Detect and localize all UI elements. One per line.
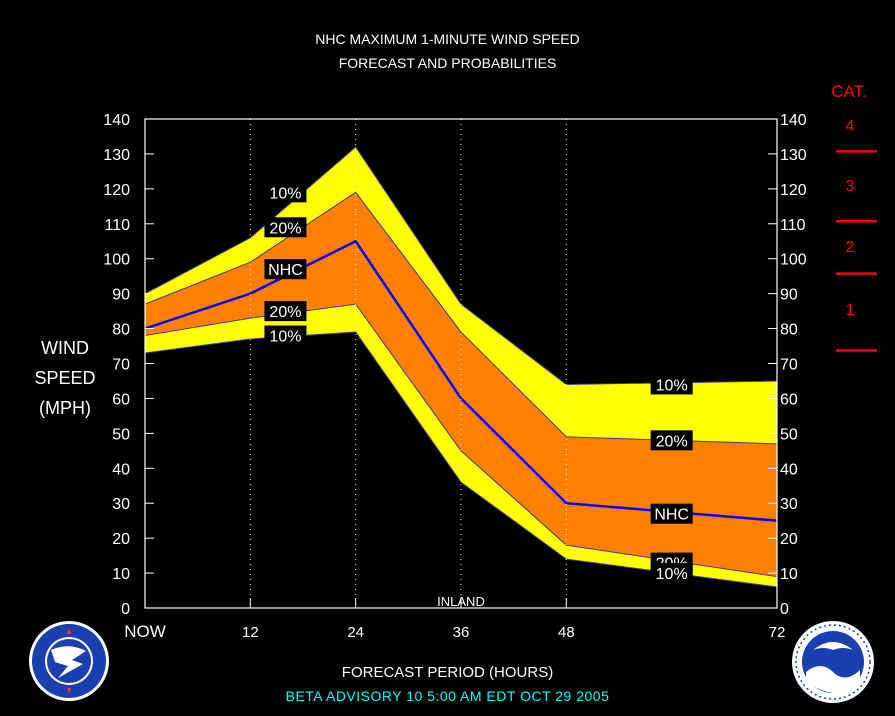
y-tick-label-left-130: 130 [103, 147, 130, 164]
chart-title-line2: FORECAST AND PROBABILITIES [338, 55, 557, 71]
category-label-2: 2 [845, 239, 855, 256]
band-label-1: 10% [269, 185, 301, 202]
y-tick-label-right-0: 0 [780, 601, 789, 618]
y-tick-label-right-10: 10 [780, 566, 798, 583]
band-label-2: 20% [269, 220, 301, 237]
y-tick-label-left-0: 0 [121, 601, 130, 618]
y-tick-label-right-40: 40 [780, 461, 798, 478]
y-tick-label-right-70: 70 [780, 357, 798, 374]
band-label-3: NHC [268, 262, 303, 279]
y-tick-label-right-130: 130 [780, 147, 807, 164]
boundary-line-2 [144, 191, 778, 445]
y-tick-label-right-110: 110 [780, 217, 806, 234]
band-label-bg-1 [264, 182, 307, 203]
y-tick-label-right-80: 80 [780, 322, 798, 339]
nws-logo-icon [29, 621, 109, 701]
band-label-bg-3 [264, 259, 307, 280]
annotation-inland: INLAND [437, 594, 485, 609]
x-tick-label-24: 24 [347, 624, 364, 641]
y-tick-label-right-100: 100 [780, 252, 807, 269]
y-tick-label-right-60: 60 [780, 391, 798, 408]
band-label-6: 10% [656, 377, 688, 394]
band-label-bg-2 [264, 217, 307, 238]
x-tick-label-72: 72 [769, 624, 786, 641]
y-tick-label-left-100: 100 [103, 252, 130, 269]
y-axis-label-line3: (MPH) [39, 398, 91, 418]
category-label-4: 4 [845, 118, 855, 135]
boundary-line-3 [144, 303, 778, 578]
band-label-bg-7 [650, 430, 693, 451]
band-label-bg-6 [650, 374, 693, 395]
y-tick-label-left-40: 40 [112, 461, 130, 478]
y-tick-label-left-90: 90 [112, 287, 130, 304]
y-tick-label-left-20: 20 [112, 531, 130, 548]
band-label-bg-8 [650, 503, 693, 524]
y-tick-label-left-60: 60 [112, 391, 130, 408]
y-tick-label-right-20: 20 [780, 531, 798, 548]
y-tick-label-right-50: 50 [780, 426, 798, 443]
band-label-7: 20% [656, 433, 688, 450]
band-label-8: NHC [654, 507, 689, 524]
band-label-5: 10% [269, 329, 301, 346]
y-tick-label-left-50: 50 [112, 426, 130, 443]
boundary-line-4 [144, 331, 778, 588]
y-tick-label-right-90: 90 [780, 287, 798, 304]
band-label-bg-10 [650, 563, 693, 584]
y-tick-label-left-120: 120 [103, 182, 130, 199]
band-label-4: 20% [269, 304, 301, 321]
category-label-3: 3 [845, 178, 855, 195]
nhc-forecast-line [144, 239, 778, 522]
y-tick-label-right-30: 30 [780, 496, 798, 513]
y-tick-label-right-120: 120 [780, 182, 807, 199]
y-axis-label-line2: SPEED [34, 368, 96, 388]
noaa-logo-icon [792, 621, 874, 703]
category-label-1: 1 [845, 302, 855, 319]
y-tick-label-left-10: 10 [112, 566, 130, 583]
x-tick-label-48: 48 [558, 624, 575, 641]
x-axis-label: FORECAST PERIOD (HOURS) [341, 664, 554, 681]
y-tick-label-right-140: 140 [780, 112, 807, 129]
y-tick-label-left-30: 30 [112, 496, 130, 513]
advisory-info: BETA ADVISORY 10 5:00 AM EDT OCT 29 2005 [285, 688, 610, 704]
y-tick-label-left-80: 80 [112, 322, 130, 339]
category-heading: CAT. [831, 82, 867, 101]
y-tick-label-left-140: 140 [103, 112, 130, 129]
x-tick-label-12: 12 [242, 624, 259, 641]
band-label-10: 10% [656, 566, 688, 583]
boundary-line-1 [144, 146, 778, 385]
chart-title-line1: NHC MAXIMUM 1-MINUTE WIND SPEED [315, 31, 580, 47]
band-label-bg-5 [264, 325, 307, 346]
x-tick-label-36: 36 [453, 624, 470, 641]
x-tick-label-0: NOW [124, 622, 166, 641]
band-label-bg-4 [264, 301, 307, 322]
y-tick-label-left-70: 70 [112, 357, 130, 374]
y-axis-label-line1: WIND [41, 338, 89, 358]
y-tick-label-left-110: 110 [104, 217, 130, 234]
